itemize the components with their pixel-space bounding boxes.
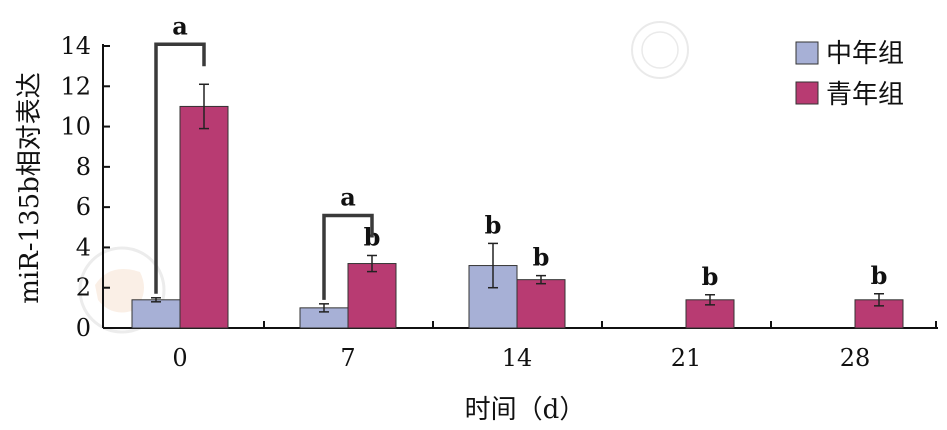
y-tick-label: 12 (60, 72, 91, 100)
significance-label: b (871, 261, 888, 290)
legend-swatch-young (795, 81, 819, 105)
y-tick-label: 6 (76, 193, 91, 221)
y-tick-label: 10 (60, 113, 91, 141)
legend-label-young: 青年组 (826, 80, 904, 110)
significance-label: b (533, 243, 550, 272)
y-axis-title: miR-135b相对表达 (15, 72, 45, 304)
x-axis-title: 时间（d） (465, 395, 586, 425)
bars-layer (131, 83, 904, 329)
x-tick-label: 21 (671, 344, 702, 372)
significance-bracket (154, 42, 206, 294)
legend: 中年组 青年组 (795, 39, 904, 110)
x-tick-label: 14 (502, 344, 533, 372)
watermark-logo (631, 21, 689, 79)
y-tick-label: 14 (60, 32, 91, 60)
legend-swatch-middle-age (795, 41, 819, 65)
legend-label-middle-age: 中年组 (826, 39, 904, 69)
bar (179, 105, 229, 329)
x-tick-label: 0 (172, 344, 187, 372)
y-tick-label: 8 (76, 153, 91, 181)
bar (347, 263, 397, 329)
significance-label: b (485, 210, 502, 239)
bar (131, 299, 181, 329)
x-tick-label: 28 (840, 344, 871, 372)
y-tick-label: 4 (76, 233, 91, 261)
bar (516, 279, 566, 329)
x-tick-label: 7 (340, 344, 355, 372)
bracket-label: a (340, 182, 356, 211)
y-tick-label: 0 (76, 314, 91, 342)
y-tick-label: 2 (76, 274, 91, 302)
significance-bracket (322, 213, 374, 300)
significance-label: b (702, 262, 719, 291)
bracket-label: a (172, 11, 188, 40)
